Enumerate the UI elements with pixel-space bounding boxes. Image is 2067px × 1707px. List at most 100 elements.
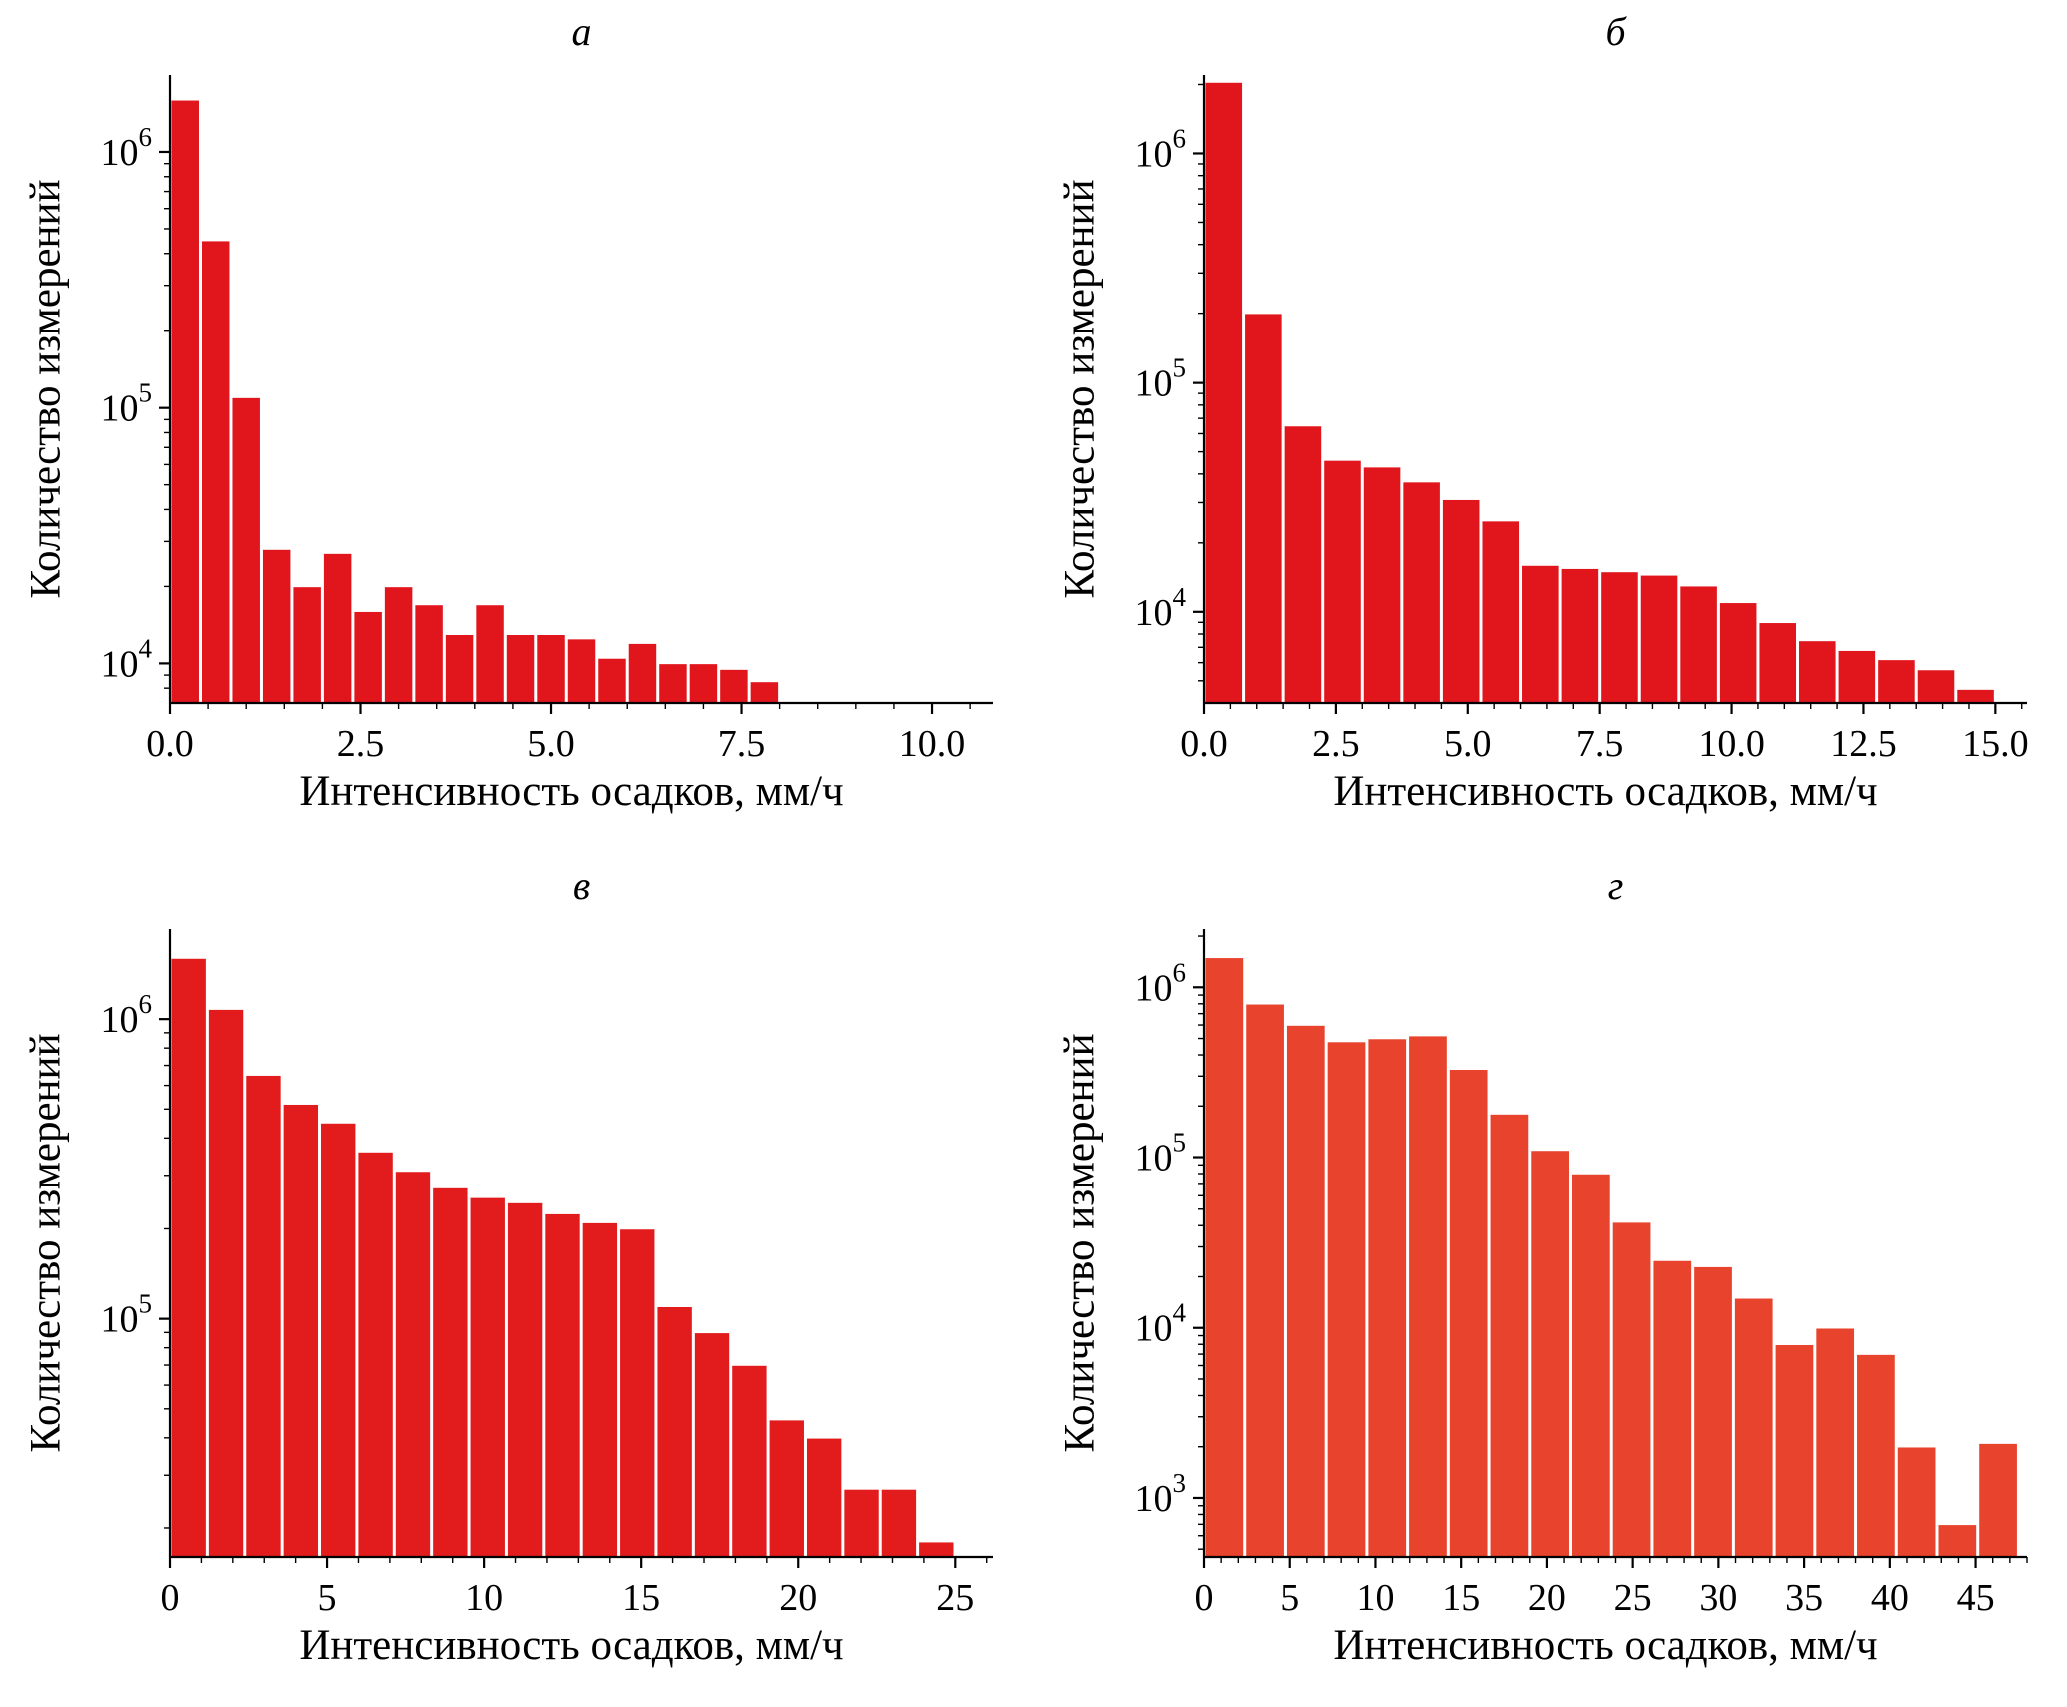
histogram-bar [1520, 564, 1561, 704]
histogram-bar [1204, 956, 1245, 1558]
histogram-bar [1814, 1326, 1856, 1558]
histogram-bar [1876, 658, 1917, 704]
x-tick-label: 5.0 [527, 723, 575, 765]
x-tick-label: 0.0 [146, 723, 194, 765]
histogram-bar [1774, 1343, 1815, 1558]
histogram-bar [1285, 1024, 1327, 1558]
histogram-bar [1916, 668, 1956, 704]
histogram-bar [730, 1364, 769, 1558]
x-axis-label: Интенсивность осадков, мм/ч [299, 1622, 844, 1669]
histogram-bar [1570, 1173, 1612, 1558]
histogram-bar [282, 1103, 320, 1558]
histogram-bar [657, 662, 689, 704]
panel-a: а Количество измерений 104 105 106 0.0 2.5 5.… [0, 0, 1033, 853]
x-tick-label: 35 [1785, 1577, 1823, 1619]
y-tick-label: 106 [101, 989, 153, 1041]
x-tick-label: 5.0 [1444, 723, 1492, 765]
histogram-bar [1326, 1040, 1367, 1558]
histogram-bar [1678, 584, 1719, 704]
histogram-bar [1599, 570, 1640, 704]
histogram-bar [352, 610, 384, 704]
panel-g: г Количество измерений 103 104 105 106 0 5 10 1… [1034, 854, 2067, 1707]
histogram-bar [431, 1186, 470, 1558]
histogram-bar [322, 552, 353, 704]
x-tick-label: 10.0 [899, 723, 966, 765]
x-axis-label: Интенсивность осадков, мм/ч [1333, 768, 1878, 815]
histogram-bar [170, 99, 201, 704]
histogram-bar [1977, 1442, 2019, 1558]
y-tick-label: 106 [1135, 123, 1187, 175]
histogram-bar [1718, 601, 1758, 704]
y-tick-label: 106 [101, 122, 153, 174]
panel-v: в Количество измерений 105 106 0 5 10 15 20 25 … [0, 854, 1033, 1707]
x-axis-label: Интенсивность осадков, мм/ч [1333, 1622, 1878, 1669]
histogram-bar [1733, 1297, 1775, 1558]
histogram-bar [718, 668, 750, 704]
histogram-bar [1651, 1259, 1693, 1558]
histogram-bar [1366, 1037, 1408, 1558]
histogram-bar [1560, 567, 1600, 704]
x-tick-label: 2.5 [1312, 723, 1360, 765]
y-tick-label: 105 [1135, 1128, 1187, 1180]
histogram-bar [1955, 688, 1996, 704]
histogram-bar [474, 603, 506, 704]
histogram-bar [506, 1201, 544, 1558]
histogram-bar [413, 603, 445, 704]
x-tick-label: 15 [622, 1577, 660, 1619]
histogram-bar [1448, 1068, 1490, 1558]
x-tick-label: 0.0 [1180, 723, 1228, 765]
histogram-bar [1639, 574, 1679, 704]
histogram-bar [1480, 519, 1521, 704]
histogram-bar [1529, 1149, 1571, 1558]
histogram-bar [394, 1170, 432, 1558]
histogram-bar [244, 1074, 283, 1558]
histogram-bar [693, 1331, 731, 1558]
histogram-bar [469, 1196, 507, 1558]
x-tick-label: 10.0 [1698, 723, 1765, 765]
x-tick-label: 10 [1356, 1577, 1394, 1619]
x-tick-label: 20 [779, 1577, 817, 1619]
histogram-bar [749, 680, 780, 704]
x-tick-label: 10 [465, 1577, 503, 1619]
panel-title: б [1605, 9, 1626, 54]
x-tick-label: 5 [1280, 1577, 1299, 1619]
y-tick-label: 105 [1135, 353, 1187, 405]
x-tick-label: 15 [1442, 1577, 1480, 1619]
histogram-bar [1797, 639, 1838, 704]
histogram-bar [627, 642, 658, 704]
histogram-bar [1757, 621, 1798, 704]
histogram-bar [1441, 498, 1481, 704]
histogram-bar [1401, 480, 1442, 704]
y-tick-label: 105 [101, 1289, 153, 1341]
y-tick-label: 104 [101, 633, 153, 685]
panel-title: в [572, 863, 591, 908]
histogram-bar [1489, 1113, 1530, 1558]
panel-title: г [1607, 863, 1624, 908]
histogram-bar [1362, 465, 1402, 704]
histogram-bar [444, 633, 475, 704]
histogram-bar [655, 1305, 694, 1558]
histogram-chart: 104 105 106 0.0 2.5 5.0 7.5 10.0 12.5 15.0 [1135, 75, 2029, 765]
histogram-bar [319, 1122, 357, 1558]
histogram-bar [1692, 1265, 1734, 1558]
histogram-bar [1243, 312, 1284, 704]
histogram-bar [170, 957, 208, 1558]
x-tick-label: 0 [161, 1577, 180, 1619]
x-tick-label: 40 [1871, 1577, 1909, 1619]
histogram-bar [917, 1540, 955, 1558]
histogram-bar [880, 1488, 918, 1558]
x-tick-label: 0 [1195, 1577, 1214, 1619]
histogram-bar [1611, 1220, 1652, 1558]
y-tick-label: 106 [1135, 957, 1187, 1009]
x-tick-label: 5 [318, 1577, 337, 1619]
histogram-bar [207, 1008, 245, 1558]
histogram-chart: 105 106 0 5 10 15 20 25 [101, 929, 993, 1619]
histogram-bar [200, 239, 231, 704]
y-tick-label: 103 [1135, 1468, 1187, 1520]
histogram-bar [1244, 1003, 1286, 1558]
x-tick-label: 25 [936, 1577, 974, 1619]
panel-b: б Количество измерений 104 105 106 0.0 2.5 5.… [1034, 0, 2067, 853]
histogram-bar [1837, 649, 1877, 704]
histogram-bar [768, 1418, 806, 1558]
